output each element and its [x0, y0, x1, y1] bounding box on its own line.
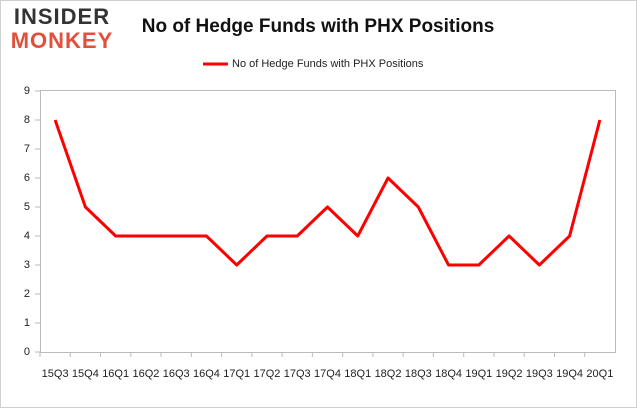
logo-line1: INSIDER [14, 4, 110, 29]
x-tick-label: 16Q1 [102, 368, 129, 380]
y-tick-label: 6 [24, 172, 30, 184]
x-tick-label: 16Q4 [193, 368, 220, 380]
y-tick-label: 4 [24, 230, 30, 242]
legend-label: No of Hedge Funds with PHX Positions [232, 58, 424, 70]
x-tick-label: 18Q2 [375, 368, 402, 380]
x-tick-label: 17Q3 [284, 368, 311, 380]
x-tick-label: 17Q2 [254, 368, 281, 380]
x-tick-label: 16Q2 [132, 368, 159, 380]
x-tick-label: 20Q1 [586, 368, 613, 380]
x-tick-label: 15Q4 [72, 368, 99, 380]
x-tick-label: 19Q1 [465, 368, 492, 380]
y-tick-label: 2 [24, 288, 30, 300]
chart-title: No of Hedge Funds with PHX Positions [142, 16, 495, 37]
x-tick-label: 19Q3 [526, 368, 553, 380]
x-tick-label: 17Q1 [223, 368, 250, 380]
y-tick-label: 7 [24, 143, 30, 155]
y-tick-label: 3 [24, 259, 30, 271]
x-tick-label: 18Q4 [435, 368, 462, 380]
y-tick-label: 0 [24, 346, 30, 358]
x-tick-label: 17Q4 [314, 368, 341, 380]
x-tick-label: 18Q1 [344, 368, 371, 380]
data-line [53, 119, 602, 267]
y-tick-label: 8 [24, 114, 30, 126]
y-tick-label: 5 [24, 201, 30, 213]
x-tick-label: 19Q4 [556, 368, 583, 380]
x-tick-label: 19Q2 [496, 368, 523, 380]
y-tick-label: 9 [24, 85, 30, 97]
x-tick-label: 16Q3 [163, 368, 190, 380]
y-tick-label: 1 [24, 317, 30, 329]
logo-line2: MONKEY [11, 28, 114, 53]
x-tick-label: 15Q3 [42, 368, 69, 380]
x-tick-label: 18Q3 [405, 368, 432, 380]
plot-frame [40, 90, 616, 353]
